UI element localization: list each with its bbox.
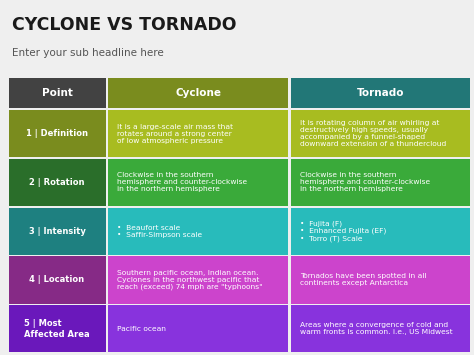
FancyBboxPatch shape — [9, 78, 106, 108]
Text: Clockwise in the southern
hemisphere and counter-clockwise
in the northern hemis: Clockwise in the southern hemisphere and… — [118, 172, 247, 192]
Text: It is rotating column of air whirling at
destructively high speeds, usually
acco: It is rotating column of air whirling at… — [300, 120, 446, 147]
FancyBboxPatch shape — [291, 305, 470, 353]
Text: Enter your sub headline here: Enter your sub headline here — [12, 48, 164, 58]
Text: 2 | Rotation: 2 | Rotation — [29, 178, 85, 187]
FancyBboxPatch shape — [291, 110, 470, 157]
FancyBboxPatch shape — [291, 256, 470, 304]
FancyBboxPatch shape — [109, 305, 288, 353]
Text: 5 | Most
Affected Area: 5 | Most Affected Area — [24, 319, 90, 339]
FancyBboxPatch shape — [9, 256, 106, 304]
FancyBboxPatch shape — [9, 159, 106, 206]
Text: Tornados have been spotted in all
continents except Antarctica: Tornados have been spotted in all contin… — [300, 273, 427, 286]
Text: Tornado: Tornado — [357, 88, 404, 98]
FancyBboxPatch shape — [291, 78, 470, 108]
FancyBboxPatch shape — [109, 110, 288, 157]
Text: Cyclone: Cyclone — [175, 88, 221, 98]
Text: Pacific ocean: Pacific ocean — [118, 326, 166, 332]
FancyBboxPatch shape — [9, 110, 106, 157]
Text: •  Beaufort scale
•  Saffir-Simpson scale: • Beaufort scale • Saffir-Simpson scale — [118, 225, 202, 237]
Text: 4 | Location: 4 | Location — [29, 275, 84, 284]
Text: It is a large-scale air mass that
rotates around a strong center
of low atmosphe: It is a large-scale air mass that rotate… — [118, 124, 233, 143]
Text: 1 | Definition: 1 | Definition — [26, 129, 88, 138]
FancyBboxPatch shape — [291, 159, 470, 206]
Text: Areas where a convergence of cold and
warm fronts is common. i.e., US Midwest: Areas where a convergence of cold and wa… — [300, 322, 453, 335]
FancyBboxPatch shape — [9, 208, 106, 255]
FancyBboxPatch shape — [9, 305, 106, 353]
Text: 3 | Intensity: 3 | Intensity — [28, 227, 85, 236]
Text: CYCLONE VS TORNADO: CYCLONE VS TORNADO — [12, 16, 237, 34]
Text: •  Fujita (F)
•  Enhanced Fujita (EF)
•  Torro (T) Scale: • Fujita (F) • Enhanced Fujita (EF) • To… — [300, 220, 386, 242]
FancyBboxPatch shape — [291, 208, 470, 255]
FancyBboxPatch shape — [109, 256, 288, 304]
Text: Southern pacific ocean, Indian ocean.
Cyclones in the northwest pacific that
rea: Southern pacific ocean, Indian ocean. Cy… — [118, 270, 263, 290]
Text: Point: Point — [42, 88, 73, 98]
FancyBboxPatch shape — [109, 159, 288, 206]
FancyBboxPatch shape — [109, 208, 288, 255]
Text: Clockwise in the southern
hemisphere and counter-clockwise
in the northern hemis: Clockwise in the southern hemisphere and… — [300, 172, 430, 192]
FancyBboxPatch shape — [109, 78, 288, 108]
